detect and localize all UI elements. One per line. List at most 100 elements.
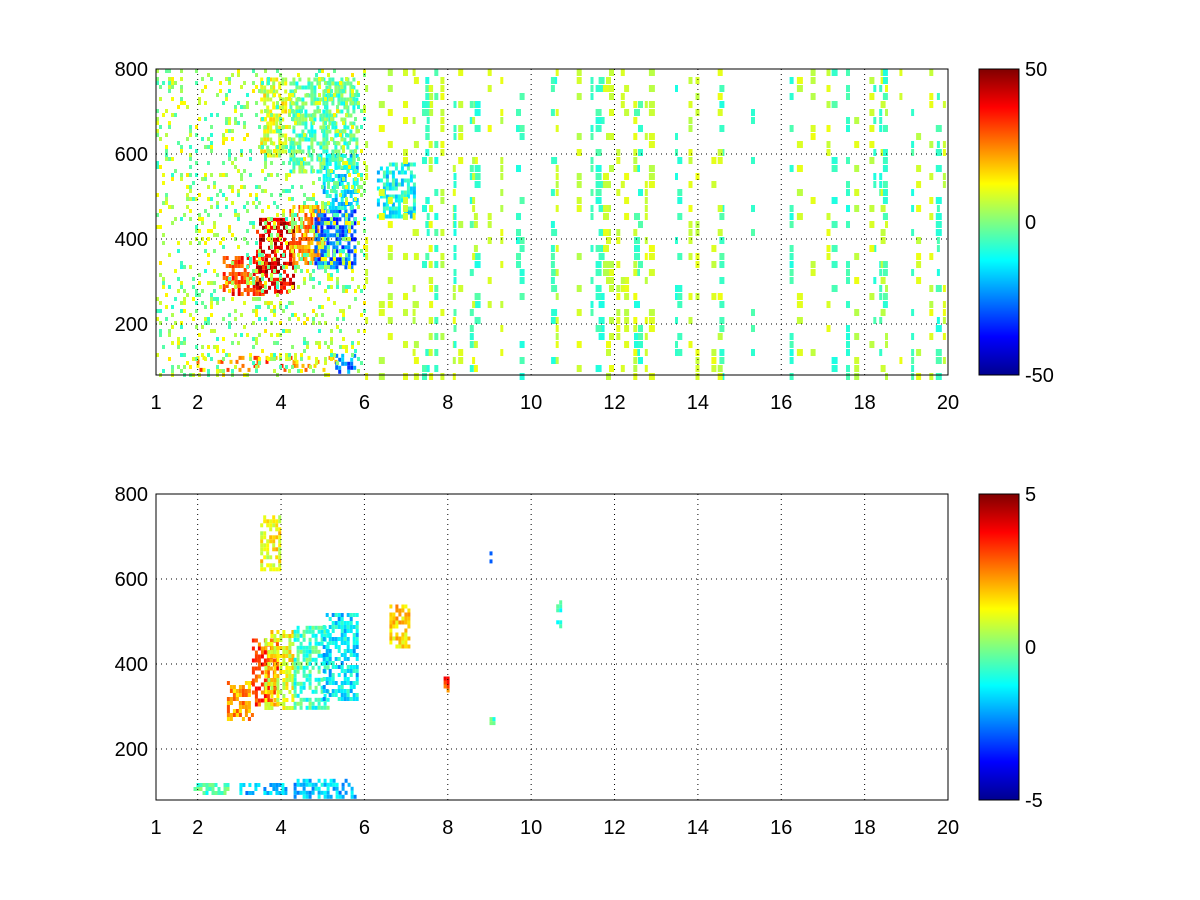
top-heatmap-cell (675, 341, 678, 348)
bottom-heatmap-cell (293, 633, 297, 638)
top-heatmap-cell (911, 349, 915, 356)
top-heatmap-cell (633, 365, 638, 372)
top-heatmap-cell (487, 301, 492, 308)
top-heatmap-cell (195, 357, 198, 361)
top-heatmap-cell (292, 245, 296, 249)
top-heatmap-cell (322, 178, 326, 182)
top-heatmap-cell (180, 177, 183, 181)
bottom-heatmap-cell (296, 669, 300, 674)
top-heatmap-cell (277, 257, 280, 262)
top-heatmap-cell (329, 241, 333, 246)
top-heatmap-cell (406, 206, 410, 211)
top-heatmap-cell (159, 329, 162, 333)
top-heatmap-cell (387, 221, 393, 228)
top-heatmap-cell (335, 265, 339, 270)
top-heatmap-cell (168, 157, 171, 161)
top-heatmap-cell (634, 253, 640, 260)
top-heatmap-cell (422, 373, 427, 380)
top-heatmap-cell (331, 77, 335, 82)
top-heatmap-cell (272, 117, 276, 122)
top-heatmap-cell (576, 309, 582, 316)
top-heatmap-cell (288, 149, 291, 153)
top-heatmap-cell (638, 357, 643, 364)
top-heatmap-cell (335, 229, 339, 234)
top-heatmap-cell (234, 165, 237, 169)
top-heatmap-cell (711, 245, 717, 252)
top-heatmap-cell (278, 105, 282, 110)
top-heatmap-cell (880, 101, 886, 108)
top-heatmap-cell (255, 309, 258, 313)
top-heatmap-cell (328, 77, 332, 82)
bottom-heatmap-cell (281, 787, 285, 791)
bottom-heatmap-cell (346, 665, 350, 669)
top-heatmap-cell (312, 213, 315, 217)
bottom-heatmap-cell (288, 658, 292, 662)
top-heatmap-cell (379, 178, 383, 183)
top-heatmap-cell (846, 333, 850, 340)
top-heatmap-cell (382, 170, 386, 175)
top-heatmap-cell (246, 105, 249, 109)
top-heatmap-cell (304, 229, 308, 233)
bottom-heatmap-cell (352, 633, 356, 637)
top-heatmap-cell (264, 69, 267, 73)
top-heatmap-cell (259, 237, 262, 242)
top-heatmap-cell (298, 237, 302, 241)
top-heatmap-cell (365, 245, 369, 252)
bottom-heatmap-cell (320, 629, 324, 634)
bottom-heatmap-cell (340, 681, 344, 685)
top-heatmap-cell (360, 173, 363, 177)
top-heatmap-cell (322, 125, 326, 130)
top-heatmap-cell (648, 133, 655, 140)
top-heatmap-cell (298, 85, 302, 90)
top-heatmap-cell (695, 357, 700, 364)
top-heatmap-cell (357, 189, 360, 193)
bottom-heatmap-cell (305, 653, 309, 658)
top-heatmap-cell (183, 353, 186, 357)
top-heatmap-cell (237, 69, 240, 73)
bottom-heatmap-cell (320, 685, 324, 690)
top-heatmap-cell (162, 345, 165, 349)
top-heatmap-cell (234, 365, 237, 369)
top-heatmap-cell (337, 89, 341, 94)
top-heatmap-cell (259, 241, 262, 246)
bottom-heatmap-cell (288, 646, 292, 650)
top-heatmap-cell (180, 145, 183, 149)
top-heatmap-cell (279, 129, 282, 133)
top-heatmap-cell (350, 249, 354, 254)
top-heatmap-cell (316, 109, 320, 114)
top-heatmap-cell (385, 186, 389, 191)
bottom-heatmap-cell (401, 604, 405, 609)
top-heatmap-cell (595, 197, 602, 204)
top-heatmap-cell (201, 137, 204, 141)
top-heatmap-cell (222, 161, 225, 165)
top-heatmap-cell (452, 165, 456, 172)
top-heatmap-cell (295, 363, 299, 368)
bottom-heatmap-cell (323, 782, 327, 787)
bottom-heatmap-cell (320, 677, 324, 682)
top-heatmap-cell (935, 165, 942, 172)
top-heatmap-cell (216, 113, 219, 117)
top-heatmap-cell (376, 198, 380, 203)
top-heatmap-cell (624, 197, 630, 204)
top-heatmap-cell (355, 162, 359, 166)
top-heatmap-cell (929, 253, 934, 260)
top-heatmap-cell (273, 93, 276, 97)
top-heatmap-cell (319, 165, 323, 170)
top-heatmap-cell (609, 93, 614, 100)
top-heatmap-cell (400, 162, 404, 167)
top-heatmap-cell (284, 77, 288, 82)
bottom-heatmap-cell (337, 685, 341, 689)
bottom-heatmap-cell (257, 674, 261, 679)
top-heatmap-cell (325, 194, 329, 198)
top-heatmap-cell (394, 162, 398, 167)
bottom-heatmap-cell (326, 786, 330, 791)
top-heatmap-cell (879, 317, 883, 324)
top-heatmap-cell (286, 273, 289, 278)
top-heatmap-cell (343, 178, 347, 182)
bottom-heatmap-cell (279, 654, 283, 658)
bottom-heatmap-cell (322, 661, 326, 665)
bottom-heatmap-cell (355, 665, 359, 669)
top-heatmap-cell (936, 373, 940, 380)
top-heatmap-cell (228, 77, 231, 81)
top-heatmap-cell (162, 277, 165, 281)
